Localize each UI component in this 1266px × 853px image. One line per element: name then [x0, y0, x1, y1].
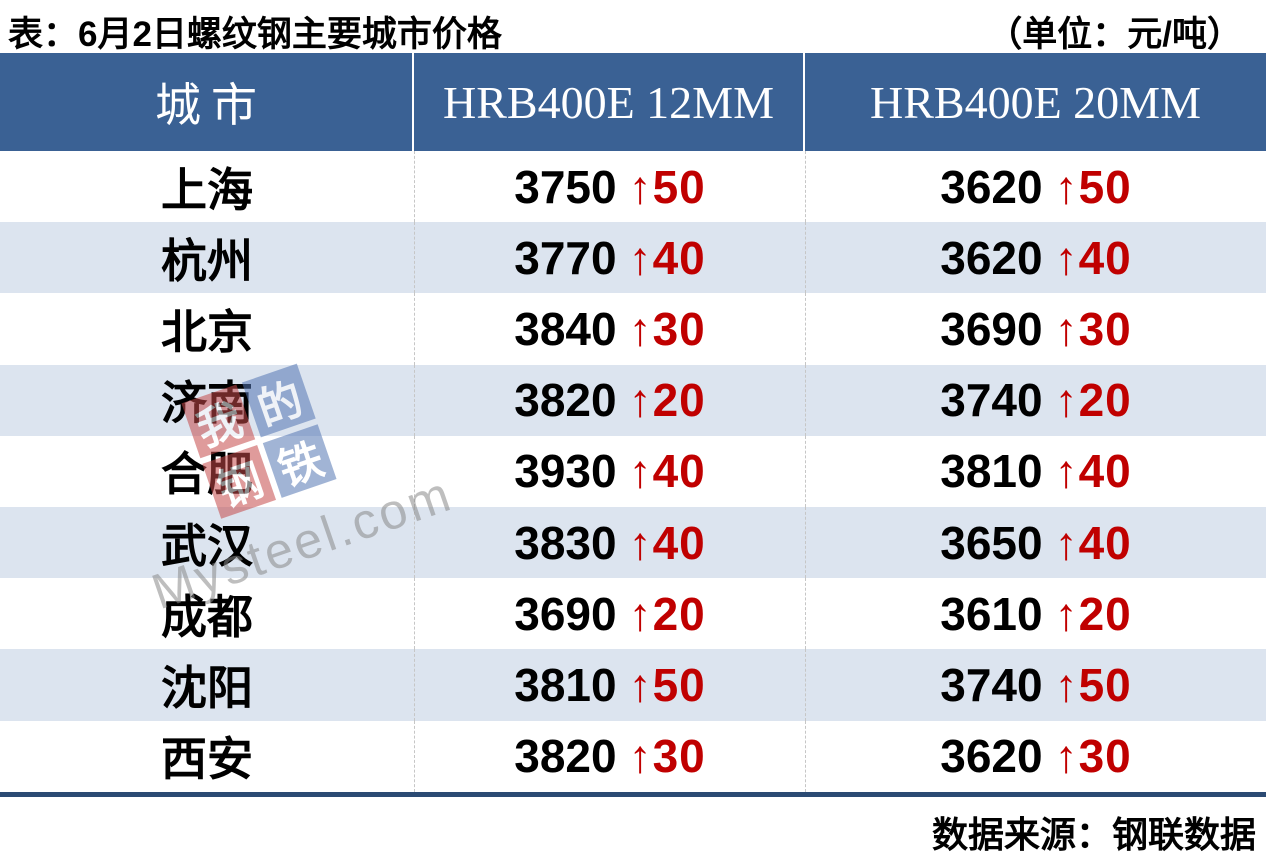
city-name: 合肥 — [161, 448, 253, 501]
price-value: 3810 — [514, 658, 617, 711]
table-row: 成都 3690 ↑20 3610 ↑20 — [0, 578, 1266, 650]
price-value: 3620 — [940, 231, 1043, 284]
price-change-up: ↑50 — [1054, 658, 1132, 711]
price-change-up: ↑20 — [1054, 587, 1132, 640]
city-cell: 济南 — [0, 365, 414, 436]
price-value: 3840 — [514, 302, 617, 355]
table-title: 表：6月2日螺纹钢主要城市价格 — [8, 15, 502, 54]
price-value: 3650 — [940, 516, 1043, 569]
price-20mm-cell: 3740 ↑20 — [805, 364, 1266, 436]
header-hrb400e-20mm: HRB400E 20MM — [870, 76, 1201, 128]
price-change-up: ↑30 — [628, 730, 706, 783]
table-row: 济南 3820 ↑20 3740 ↑20 — [0, 364, 1266, 436]
table-row: 沈阳 3810 ↑50 3740 ↑50 — [0, 649, 1266, 721]
city-cell: 武汉 — [0, 507, 414, 578]
price-change-up: ↑50 — [628, 160, 706, 213]
data-source-label: 数据来源：钢联数据 — [931, 813, 1256, 853]
unit-note: （单位：元/吨） — [987, 15, 1242, 54]
table-row: 西安 3820 ↑30 3620 ↑30 — [0, 720, 1266, 792]
table-row: 杭州 3770 ↑40 3620 ↑40 — [0, 222, 1266, 294]
price-change-up: ↑40 — [1054, 231, 1132, 284]
price-value: 3930 — [514, 445, 617, 498]
city-cell: 上海 — [0, 151, 414, 222]
price-value: 3690 — [514, 587, 617, 640]
city-cell: 成都 — [0, 578, 414, 649]
price-value: 3810 — [940, 445, 1043, 498]
price-change-up: ↑20 — [628, 587, 706, 640]
price-value: 3690 — [940, 302, 1043, 355]
city-name: 杭州 — [161, 234, 253, 287]
city-cell: 合肥 — [0, 436, 414, 507]
price-change-up: ↑30 — [1054, 302, 1132, 355]
price-20mm-cell: 3810 ↑40 — [805, 435, 1266, 507]
price-value: 3740 — [940, 374, 1043, 427]
price-12mm-cell: 3770 ↑40 — [414, 222, 805, 294]
city-name: 济南 — [161, 377, 253, 430]
price-change-up: ↑50 — [1054, 160, 1132, 213]
city-cell: 沈阳 — [0, 649, 414, 720]
city-name: 西安 — [161, 733, 253, 786]
price-12mm-cell: 3930 ↑40 — [414, 435, 805, 507]
price-value: 3610 — [940, 587, 1043, 640]
price-value: 3620 — [940, 730, 1043, 783]
table-row: 上海 3750 ↑50 3620 ↑50 — [0, 151, 1266, 223]
price-12mm-cell: 3820 ↑20 — [414, 364, 805, 436]
price-value: 3750 — [514, 160, 617, 213]
price-change-up: ↑50 — [628, 658, 706, 711]
price-20mm-cell: 3740 ↑50 — [805, 649, 1266, 721]
city-name: 武汉 — [161, 519, 253, 572]
city-cell: 西安 — [0, 721, 414, 792]
price-value: 3740 — [940, 658, 1043, 711]
price-12mm-cell: 3840 ↑30 — [414, 293, 805, 365]
price-value: 3770 — [514, 231, 617, 284]
city-cell: 杭州 — [0, 222, 414, 293]
price-value: 3820 — [514, 730, 617, 783]
price-20mm-cell: 3620 ↑50 — [805, 151, 1266, 223]
price-change-up: ↑40 — [1054, 516, 1132, 569]
price-20mm-cell: 3610 ↑20 — [805, 578, 1266, 650]
price-value: 3820 — [514, 374, 617, 427]
table-row: 武汉 3830 ↑40 3650 ↑40 — [0, 506, 1266, 579]
price-change-up: ↑20 — [628, 374, 706, 427]
price-12mm-cell: 3820 ↑30 — [414, 720, 805, 792]
city-name: 沈阳 — [161, 661, 253, 714]
city-name: 上海 — [161, 163, 253, 216]
price-12mm-cell: 3810 ↑50 — [414, 649, 805, 721]
price-change-up: ↑40 — [628, 231, 706, 284]
price-change-up: ↑40 — [628, 516, 706, 569]
header-city: 城市 — [0, 53, 414, 151]
price-change-up: ↑30 — [628, 302, 706, 355]
title-bar: 表：6月2日螺纹钢主要城市价格 （单位：元/吨） — [0, 0, 1266, 54]
city-name: 北京 — [161, 305, 253, 358]
table-header-row: 城市 HRB400E 12MM HRB400E 20MM — [0, 53, 1266, 151]
price-12mm-cell: 3690 ↑20 — [414, 578, 805, 650]
price-12mm-cell: 3750 ↑50 — [414, 151, 805, 223]
price-change-up: ↑40 — [1054, 445, 1132, 498]
header-hrb400e-12mm: HRB400E 12MM — [414, 53, 805, 151]
price-20mm-cell: 3690 ↑30 — [805, 293, 1266, 365]
price-12mm-cell: 3830 ↑40 — [414, 506, 805, 579]
footer: 数据来源：钢联数据 — [0, 797, 1266, 853]
table-bottom-border — [0, 791, 1266, 797]
table-row: 合肥 3930 ↑40 3810 ↑40 — [0, 435, 1266, 507]
table-row: 北京 3840 ↑30 3690 ↑30 — [0, 293, 1266, 365]
price-change-up: ↑20 — [1054, 374, 1132, 427]
city-name: 成都 — [161, 590, 253, 643]
price-20mm-cell: 3620 ↑30 — [805, 720, 1266, 792]
price-change-up: ↑30 — [1054, 730, 1132, 783]
price-20mm-cell: 3650 ↑40 — [805, 506, 1266, 579]
table-body: 上海 3750 ↑50 3620 ↑50 杭州 3770 ↑40 3620 ↑40 北京 3840 ↑3… — [0, 151, 1266, 792]
price-20mm-cell: 3620 ↑40 — [805, 222, 1266, 294]
price-change-up: ↑40 — [628, 445, 706, 498]
city-cell: 北京 — [0, 293, 414, 364]
price-value: 3830 — [514, 516, 617, 569]
price-value: 3620 — [940, 160, 1043, 213]
